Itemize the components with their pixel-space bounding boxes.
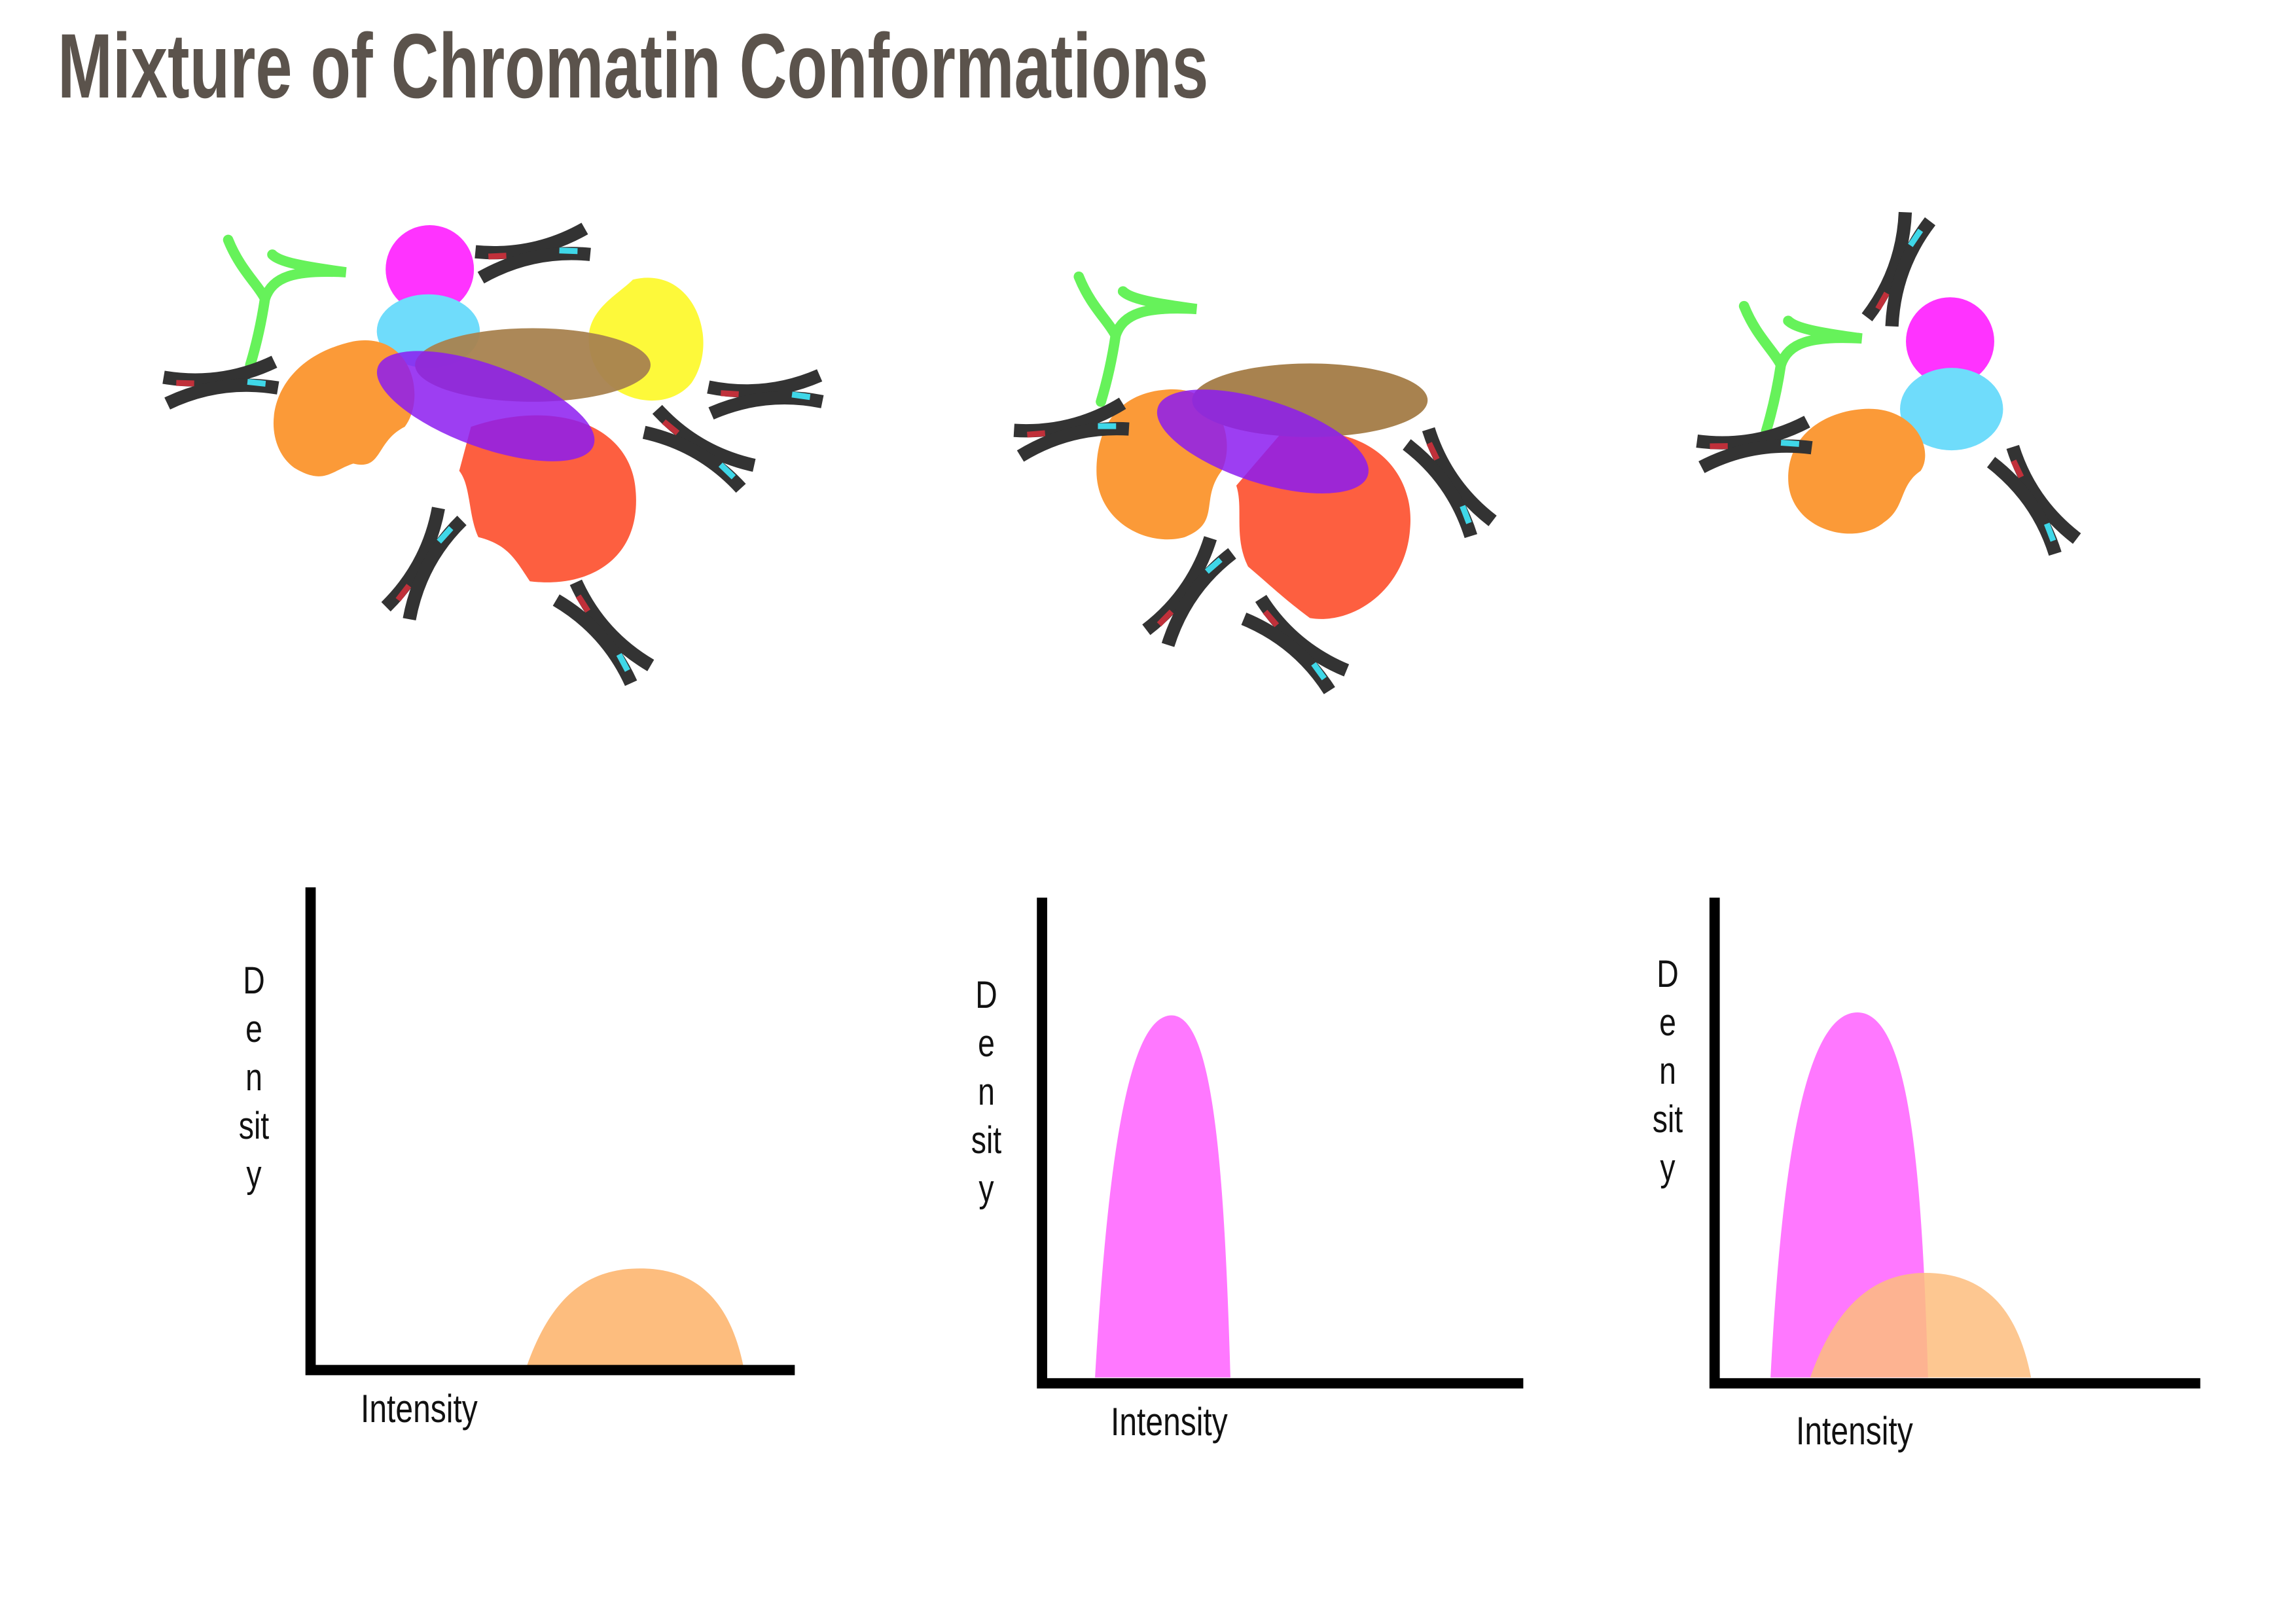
y-axis-label: Density <box>971 974 1002 1210</box>
antibody <box>386 508 462 619</box>
protein <box>1900 368 2003 451</box>
conformation-1 <box>164 225 823 683</box>
x-axis-label: Intensity <box>1796 1409 1913 1453</box>
protein <box>1906 297 1994 386</box>
axes <box>1037 897 1524 1389</box>
antibody <box>1146 538 1232 645</box>
conformation-3 <box>1697 212 2077 554</box>
antibody <box>1991 447 2077 554</box>
protein <box>1788 408 1926 534</box>
y-axis-label: Density <box>1652 953 1683 1189</box>
antibody <box>164 362 278 404</box>
conformation-2 <box>1014 277 1492 691</box>
title: Mixture of Chromatin Conformations <box>58 14 1209 117</box>
antibody <box>1407 429 1492 536</box>
antibody <box>556 582 651 683</box>
antibody <box>644 410 754 488</box>
axes <box>1709 897 2200 1389</box>
protein <box>386 225 475 313</box>
axes <box>305 887 795 1376</box>
x-axis-label: Intensity <box>1111 1400 1228 1444</box>
density-plot-1 <box>305 887 795 1376</box>
antibody <box>475 228 590 277</box>
distribution <box>1810 1273 2032 1378</box>
density-plot-2 <box>1037 897 1524 1389</box>
density-plot-3 <box>1709 897 2200 1389</box>
x-axis-label: Intensity <box>361 1387 478 1431</box>
protein <box>1079 277 1196 402</box>
distribution <box>527 1268 744 1366</box>
distribution <box>1095 1015 1230 1378</box>
protein <box>376 351 595 461</box>
antibody <box>708 376 822 414</box>
protein <box>459 415 636 582</box>
protein <box>1157 389 1369 493</box>
protein <box>228 240 346 365</box>
y-axis-label: Density <box>238 959 270 1196</box>
